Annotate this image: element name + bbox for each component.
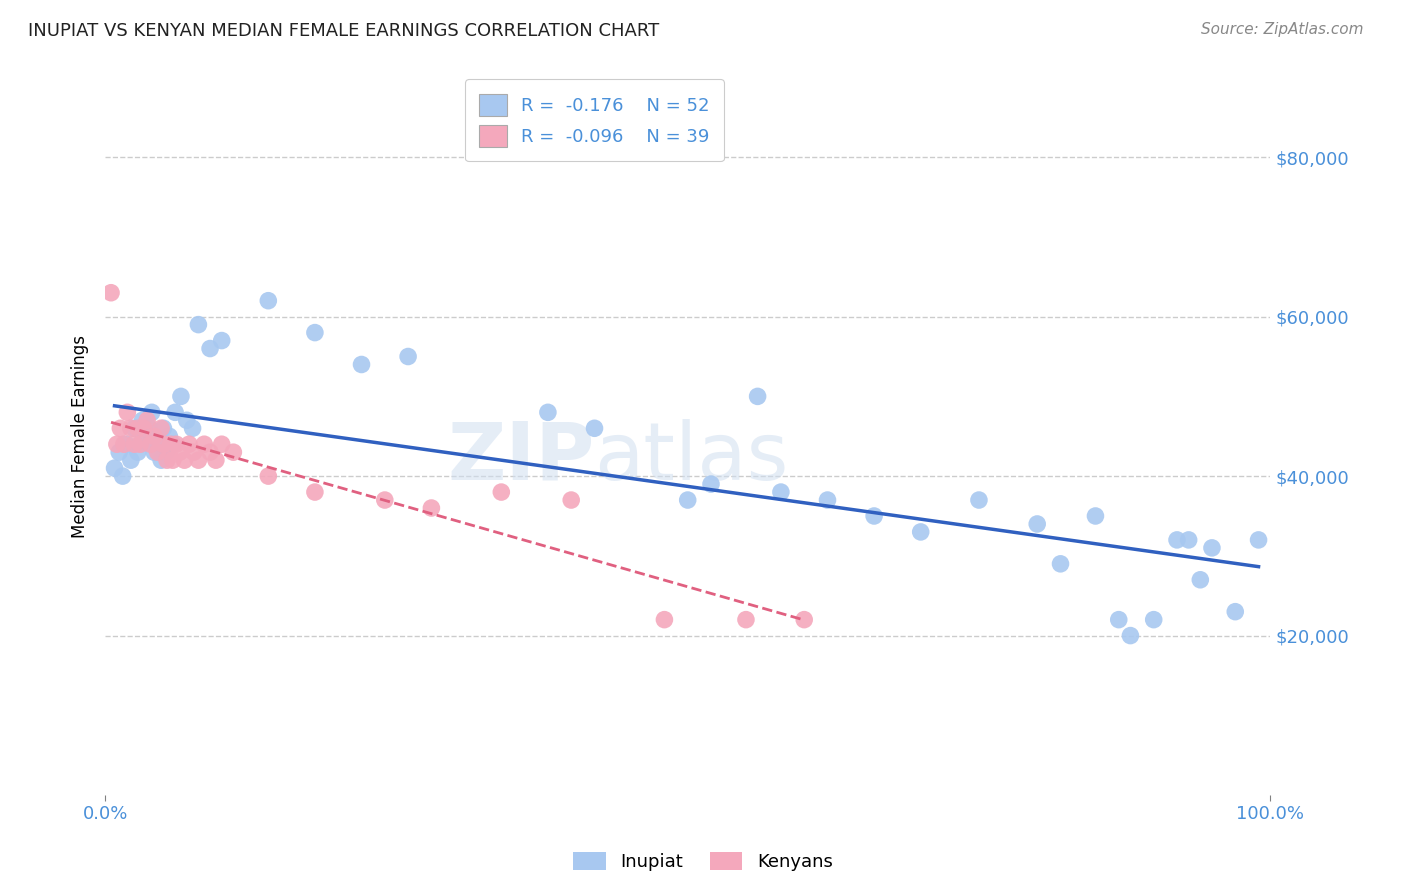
- Point: [1026, 516, 1049, 531]
- Point: [491, 485, 513, 500]
- Text: atlas: atlas: [595, 418, 789, 497]
- Point: [100, 285, 122, 300]
- Point: [108, 445, 131, 459]
- Point: [112, 437, 135, 451]
- Point: [110, 421, 132, 435]
- Point: [211, 334, 233, 348]
- Point: [193, 437, 215, 451]
- Point: [150, 453, 173, 467]
- Point: [537, 405, 560, 419]
- Point: [127, 445, 149, 459]
- Point: [177, 437, 200, 451]
- Point: [863, 508, 886, 523]
- Point: [176, 413, 198, 427]
- Point: [222, 445, 245, 459]
- Point: [735, 613, 758, 627]
- Point: [141, 405, 163, 419]
- Text: INUPIAT VS KENYAN MEDIAN FEMALE EARNINGS CORRELATION CHART: INUPIAT VS KENYAN MEDIAN FEMALE EARNINGS…: [28, 22, 659, 40]
- Point: [1201, 541, 1223, 555]
- Point: [304, 326, 326, 340]
- Legend: R =  -0.176    N = 52, R =  -0.096    N = 39: R = -0.176 N = 52, R = -0.096 N = 39: [465, 79, 724, 161]
- Point: [111, 469, 134, 483]
- Point: [139, 437, 162, 451]
- Point: [135, 429, 157, 443]
- Point: [1119, 629, 1142, 643]
- Point: [211, 437, 233, 451]
- Point: [1143, 613, 1166, 627]
- Point: [1108, 613, 1130, 627]
- Point: [374, 493, 396, 508]
- Point: [156, 453, 179, 467]
- Point: [115, 437, 138, 451]
- Point: [129, 437, 152, 451]
- Point: [131, 413, 153, 427]
- Point: [1177, 533, 1199, 547]
- Point: [257, 293, 280, 308]
- Point: [136, 413, 159, 427]
- Point: [793, 613, 815, 627]
- Point: [747, 389, 769, 403]
- Y-axis label: Median Female Earnings: Median Female Earnings: [72, 334, 89, 538]
- Point: [183, 445, 205, 459]
- Point: [181, 421, 204, 435]
- Point: [146, 445, 169, 459]
- Point: [676, 493, 699, 508]
- Point: [170, 389, 193, 403]
- Point: [159, 437, 181, 451]
- Point: [420, 501, 443, 516]
- Point: [205, 453, 228, 467]
- Point: [129, 437, 152, 451]
- Point: [560, 493, 582, 508]
- Point: [198, 445, 221, 459]
- Point: [162, 453, 184, 467]
- Point: [152, 437, 174, 451]
- Point: [304, 485, 326, 500]
- Point: [817, 493, 839, 508]
- Point: [155, 445, 177, 459]
- Point: [157, 429, 180, 443]
- Point: [583, 421, 606, 435]
- Point: [103, 461, 125, 475]
- Point: [198, 342, 221, 356]
- Point: [124, 421, 146, 435]
- Point: [769, 485, 792, 500]
- Point: [162, 437, 184, 451]
- Point: [165, 437, 187, 451]
- Point: [105, 437, 128, 451]
- Point: [1189, 573, 1212, 587]
- Point: [165, 405, 187, 419]
- Point: [1166, 533, 1188, 547]
- Point: [257, 469, 280, 483]
- Point: [117, 405, 139, 419]
- Point: [127, 421, 149, 435]
- Point: [169, 445, 191, 459]
- Point: [143, 429, 166, 443]
- Text: ZIP: ZIP: [447, 418, 595, 497]
- Point: [1049, 557, 1071, 571]
- Legend: Inupiat, Kenyans: Inupiat, Kenyans: [567, 845, 839, 879]
- Text: Source: ZipAtlas.com: Source: ZipAtlas.com: [1201, 22, 1364, 37]
- Point: [124, 437, 146, 451]
- Point: [967, 493, 990, 508]
- Point: [187, 453, 209, 467]
- Point: [120, 453, 142, 467]
- Point: [173, 453, 195, 467]
- Point: [910, 524, 932, 539]
- Point: [1084, 508, 1107, 523]
- Point: [654, 613, 676, 627]
- Point: [143, 445, 166, 459]
- Point: [350, 358, 373, 372]
- Point: [150, 421, 173, 435]
- Point: [152, 421, 174, 435]
- Point: [132, 421, 155, 435]
- Point: [1225, 605, 1247, 619]
- Point: [187, 318, 209, 332]
- Point: [146, 437, 169, 451]
- Point: [120, 421, 142, 435]
- Point: [396, 350, 419, 364]
- Point: [1247, 533, 1270, 547]
- Point: [700, 477, 723, 491]
- Point: [138, 421, 160, 435]
